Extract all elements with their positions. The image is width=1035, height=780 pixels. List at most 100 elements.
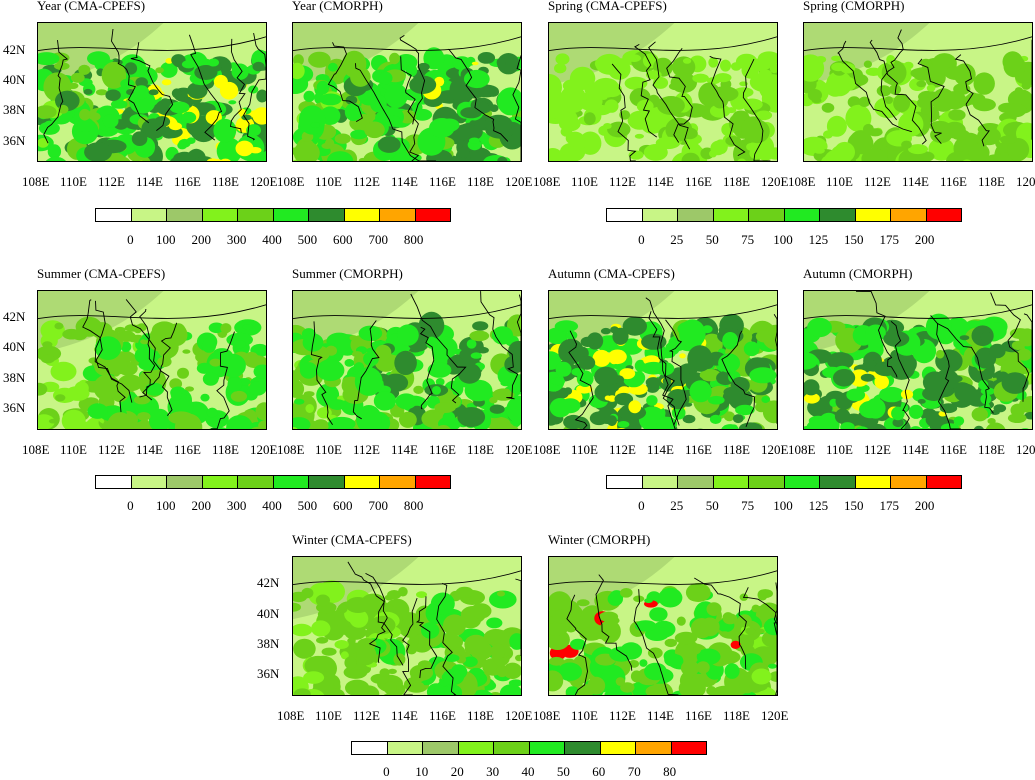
lon-label: 118E: [467, 708, 494, 724]
lat-label: 42N: [3, 42, 25, 58]
precip-blob: [561, 127, 573, 137]
precip-blob: [335, 640, 349, 649]
lon-label: 114E: [136, 174, 163, 190]
colorbar-box: [352, 742, 388, 754]
precip-blob: [172, 88, 182, 98]
precip-blob: [213, 119, 236, 143]
lon-label: 120E: [1016, 174, 1035, 190]
precip-blob: [757, 149, 773, 161]
colorbar-tick-label: 700: [368, 498, 388, 514]
precip-blob: [755, 629, 764, 634]
lat-label: 42N: [3, 309, 25, 325]
colorbar-box: [96, 476, 132, 488]
precip-blob: [220, 82, 238, 100]
precip-blob: [720, 631, 729, 636]
precip-blob: [972, 407, 988, 421]
precip-blob: [756, 330, 775, 343]
precip-blob: [644, 663, 667, 681]
precip-blob: [310, 122, 320, 128]
precip-blob: [744, 342, 760, 357]
lon-label: 110E: [60, 442, 87, 458]
colorbar-box: [274, 209, 310, 221]
precip-blob: [603, 123, 612, 129]
colorbar-box: [565, 742, 601, 754]
precip-blob: [155, 67, 164, 73]
lon-label: 112E: [609, 174, 636, 190]
precip-blob: [316, 359, 344, 381]
panel-title: Spring (CMORPH): [803, 0, 905, 14]
precip-blob: [200, 394, 209, 402]
precip-blob: [413, 386, 423, 394]
precip-blob: [550, 398, 571, 417]
precip-blob: [601, 328, 611, 334]
precip-blob: [161, 98, 170, 104]
lon-label: 112E: [864, 174, 891, 190]
precip-blob: [304, 391, 315, 397]
precip-blob: [936, 350, 944, 359]
precip-blob: [679, 353, 686, 358]
precip-blob: [715, 73, 732, 82]
precip-blob: [612, 328, 628, 345]
precip-blob: [322, 648, 337, 656]
precip-blob: [471, 352, 482, 358]
colorbar-box: [388, 742, 424, 754]
precip-blob: [497, 58, 506, 68]
precip-blob: [723, 387, 743, 398]
precip-blob: [708, 396, 725, 405]
precip-blob: [891, 407, 905, 421]
precip-blob: [120, 79, 134, 89]
panel-title: Autumn (CMORPH): [803, 266, 912, 282]
colorbar-box: [607, 209, 643, 221]
precip-blob: [111, 382, 130, 402]
precip-blob: [901, 141, 912, 149]
precip-blob: [432, 386, 441, 395]
lat-label: 40N: [3, 72, 25, 88]
precip-blob: [169, 122, 182, 130]
precip-blob: [458, 147, 469, 158]
colorbar-box: [714, 209, 750, 221]
precip-blob: [692, 74, 709, 83]
lon-label: 118E: [212, 174, 239, 190]
precip-blob: [616, 677, 625, 686]
precip-blob: [202, 338, 216, 352]
precip-blob: [712, 92, 728, 109]
colorbar-tick-label: 0: [638, 498, 645, 514]
precip-blob: [742, 62, 759, 79]
precip-blob: [807, 318, 832, 337]
precip-blob: [490, 405, 505, 414]
colorbar-box: [820, 209, 856, 221]
precip-blob: [815, 56, 826, 63]
precip-blob: [105, 90, 120, 101]
precip-blob: [236, 141, 254, 157]
precip-blob: [960, 335, 970, 340]
precip-blob: [322, 143, 333, 149]
lon-label: 108E: [277, 708, 304, 724]
precip-blob: [182, 349, 190, 353]
lon-label: 120E: [250, 174, 277, 190]
panel-title: Summer (CMA-CPEFS): [37, 266, 165, 282]
colorbar-box: [601, 742, 637, 754]
precip-blob: [677, 617, 686, 626]
colorbar-tick-label: 200: [191, 232, 211, 248]
panel-title: Year (CMA-CPEFS): [37, 0, 145, 14]
colorbar-tick-label: 600: [333, 498, 353, 514]
colorbar-box: [167, 476, 203, 488]
precip-blob: [725, 663, 740, 679]
precip-blob: [145, 383, 164, 396]
precip-blob: [749, 367, 776, 383]
panel-title: Winter (CMA-CPEFS): [292, 532, 412, 548]
colorbar-tick-label: 300: [227, 232, 247, 248]
precip-blob: [103, 114, 119, 128]
precip-blob: [233, 340, 246, 348]
colorbar: [95, 208, 451, 222]
precip-blob: [149, 89, 159, 95]
colorbar-tick-label: 100: [156, 498, 176, 514]
colorbar-box: [274, 476, 310, 488]
precip-blob: [927, 85, 936, 92]
precip-blob: [566, 331, 578, 340]
lon-label: 112E: [353, 708, 380, 724]
colorbar-box: [714, 476, 750, 488]
precip-blob: [305, 404, 314, 413]
precip-blob: [593, 350, 611, 367]
precip-blob: [877, 85, 892, 96]
